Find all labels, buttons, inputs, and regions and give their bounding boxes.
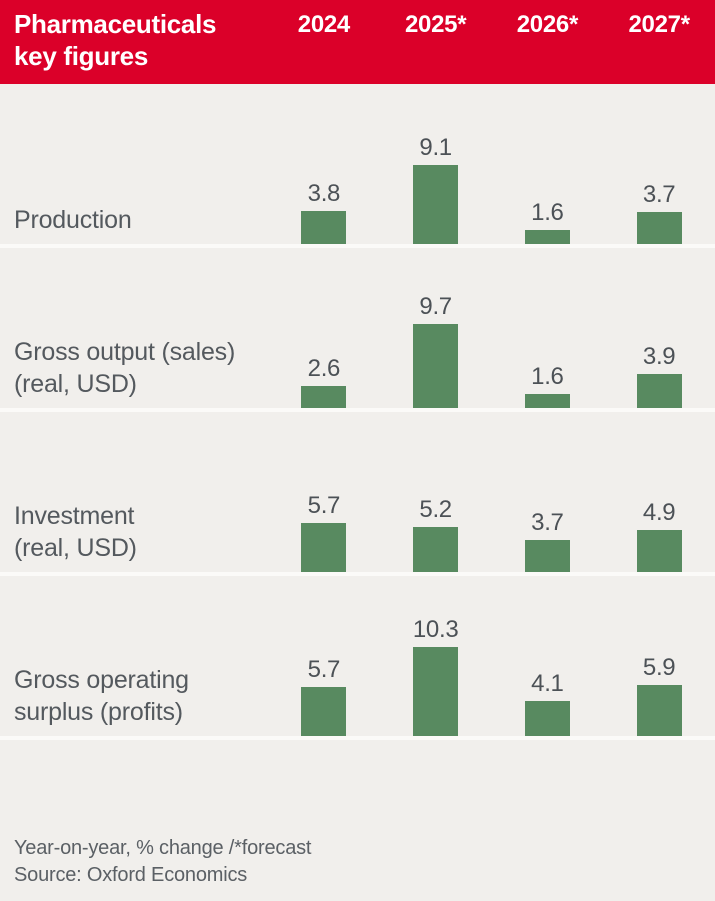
row-label: Gross operating surplus (profits) xyxy=(0,576,268,736)
bar xyxy=(524,540,570,572)
row-label-line: Gross operating xyxy=(14,666,189,694)
bar xyxy=(413,527,459,572)
bar xyxy=(636,212,682,244)
row-label-line: Investment xyxy=(14,502,135,530)
bar-cell: 9.7 xyxy=(380,248,492,408)
page-title-line2: key figures xyxy=(14,40,148,71)
bar-cell: 1.6 xyxy=(492,248,604,408)
column-header-2026: 2026* xyxy=(516,11,579,38)
bar-value-label: 10.3 xyxy=(412,616,459,643)
column-header-2027: 2027* xyxy=(628,11,691,38)
bar xyxy=(413,647,459,736)
bar-value-label: 5.9 xyxy=(642,654,676,681)
bar-value-label: 5.2 xyxy=(419,496,452,523)
bar-cell: 1.6 xyxy=(492,84,604,244)
bar xyxy=(301,386,347,408)
column-header-2024: 2024 xyxy=(297,11,351,38)
bar-value-label: 1.6 xyxy=(531,199,564,226)
bar-cell: 4.1 xyxy=(492,576,604,736)
bar xyxy=(524,701,570,736)
column-header-2025: 2025* xyxy=(405,11,467,38)
footer-note: Year-on-year, % change /*forecast xyxy=(14,836,312,859)
row-label: Investment (real, USD) xyxy=(0,412,268,572)
row-label-line: Gross output (sales) xyxy=(14,338,236,366)
bar-cell: 3.7 xyxy=(492,412,604,572)
bar xyxy=(636,685,682,736)
row-label: Gross output (sales) (real, USD) xyxy=(0,248,268,408)
bar-value-label: 9.7 xyxy=(419,293,452,320)
table-row-gross-operating-surplus: Gross operating surplus (profits) 5.7 10… xyxy=(0,576,715,740)
bar xyxy=(413,165,459,244)
bar-cell: 3.9 xyxy=(603,248,715,408)
bar-value-label: 2.6 xyxy=(307,355,341,382)
bar-cell: 4.9 xyxy=(603,412,715,572)
bar xyxy=(301,523,347,572)
row-label-line: surplus (profits) xyxy=(14,697,183,726)
bar-value-label: 1.6 xyxy=(531,363,564,390)
row-label-line: (real, USD) xyxy=(14,369,137,398)
bar-value-label: 3.7 xyxy=(642,181,676,208)
bar xyxy=(301,687,347,736)
bar-cell: 3.8 xyxy=(268,84,380,244)
page-title: Pharmaceuticals key figures xyxy=(0,0,268,84)
row-label: Production xyxy=(0,84,268,244)
bar-value-label: 3.9 xyxy=(642,343,676,370)
bar xyxy=(636,374,682,408)
bar-value-label: 5.7 xyxy=(307,656,341,683)
bar-cell: 9.1 xyxy=(380,84,492,244)
page-title-line1: Pharmaceuticals xyxy=(14,9,217,39)
bar-value-label: 3.7 xyxy=(531,509,564,536)
bar-value-label: 5.7 xyxy=(307,492,341,519)
bar-value-label: 9.1 xyxy=(419,134,452,161)
bar-value-label: 4.9 xyxy=(642,499,676,526)
bar-cell: 5.2 xyxy=(380,412,492,572)
bar-value-label: 4.1 xyxy=(531,670,564,697)
row-label-line: (real, USD) xyxy=(14,533,137,562)
row-label-line: Production xyxy=(14,205,132,234)
bar-cell: 5.9 xyxy=(603,576,715,736)
bar-cell: 2.6 xyxy=(268,248,380,408)
table-row-gross-output: Gross output (sales) (real, USD) 2.6 9.7… xyxy=(0,248,715,412)
bar xyxy=(636,530,682,572)
bar-cell: 5.7 xyxy=(268,576,380,736)
footer: Year-on-year, % change /*forecast Source… xyxy=(0,740,715,901)
footer-source: Source: Oxford Economics xyxy=(14,864,248,887)
bar xyxy=(524,394,570,408)
bar xyxy=(524,230,570,244)
bar-value-label: 3.8 xyxy=(307,180,341,207)
bar xyxy=(301,211,347,244)
bar xyxy=(413,324,459,408)
bar-cell: 5.7 xyxy=(268,412,380,572)
bar-cell: 3.7 xyxy=(603,84,715,244)
header: Pharmaceuticals key figures 2024 2025* 2… xyxy=(0,0,715,84)
table-row-investment: Investment (real, USD) 5.7 5.2 3.7 4.9 xyxy=(0,412,715,576)
table-row-production: Production 3.8 9.1 1.6 3.7 xyxy=(0,84,715,248)
bar-cell: 10.3 xyxy=(380,576,492,736)
